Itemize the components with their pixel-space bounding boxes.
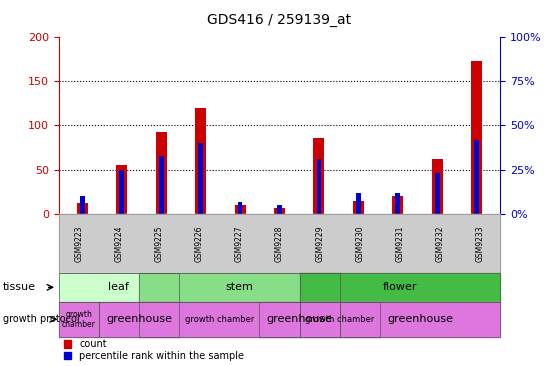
Bar	[277, 205, 282, 214]
Bar	[80, 196, 85, 214]
Bar	[195, 108, 206, 214]
Text: GSM9230: GSM9230	[356, 225, 364, 262]
Text: GSM9224: GSM9224	[115, 225, 124, 262]
Bar	[353, 201, 364, 214]
Bar	[316, 159, 321, 214]
Bar	[314, 138, 324, 214]
Text: GSM9225: GSM9225	[154, 225, 164, 262]
Text: GSM9223: GSM9223	[74, 225, 83, 262]
Text: tissue: tissue	[3, 282, 36, 292]
Text: flower: flower	[383, 282, 417, 292]
Bar	[238, 202, 243, 214]
Bar	[274, 208, 285, 214]
Text: leaf: leaf	[108, 282, 129, 292]
Text: GSM9233: GSM9233	[476, 225, 485, 262]
Bar	[356, 193, 361, 214]
Text: growth chamber: growth chamber	[184, 315, 254, 324]
Bar	[156, 131, 167, 214]
Text: stem: stem	[225, 282, 253, 292]
Text: GSM9227: GSM9227	[235, 225, 244, 262]
Bar	[392, 196, 403, 214]
Bar	[235, 205, 245, 214]
Text: GSM9226: GSM9226	[195, 225, 203, 262]
Text: GSM9232: GSM9232	[435, 225, 444, 262]
Text: growth protocol: growth protocol	[3, 314, 79, 324]
Legend: count, percentile rank within the sample: count, percentile rank within the sample	[64, 339, 244, 361]
Text: GSM9228: GSM9228	[275, 225, 284, 262]
Text: greenhouse: greenhouse	[387, 314, 453, 324]
Bar	[120, 170, 124, 214]
Text: GSM9229: GSM9229	[315, 225, 324, 262]
Text: growth chamber: growth chamber	[305, 315, 375, 324]
Bar	[198, 143, 203, 214]
Text: greenhouse: greenhouse	[106, 314, 172, 324]
Bar	[432, 159, 443, 214]
Bar	[435, 173, 439, 214]
Bar	[159, 156, 164, 214]
Bar	[116, 165, 127, 214]
Text: growth
chamber: growth chamber	[62, 310, 96, 329]
Text: greenhouse: greenhouse	[267, 314, 333, 324]
Bar	[77, 203, 88, 214]
Bar	[471, 61, 482, 214]
Bar	[474, 139, 479, 214]
Bar	[395, 193, 400, 214]
Text: GSM9231: GSM9231	[395, 225, 405, 262]
Text: GDS416 / 259139_at: GDS416 / 259139_at	[207, 13, 352, 27]
